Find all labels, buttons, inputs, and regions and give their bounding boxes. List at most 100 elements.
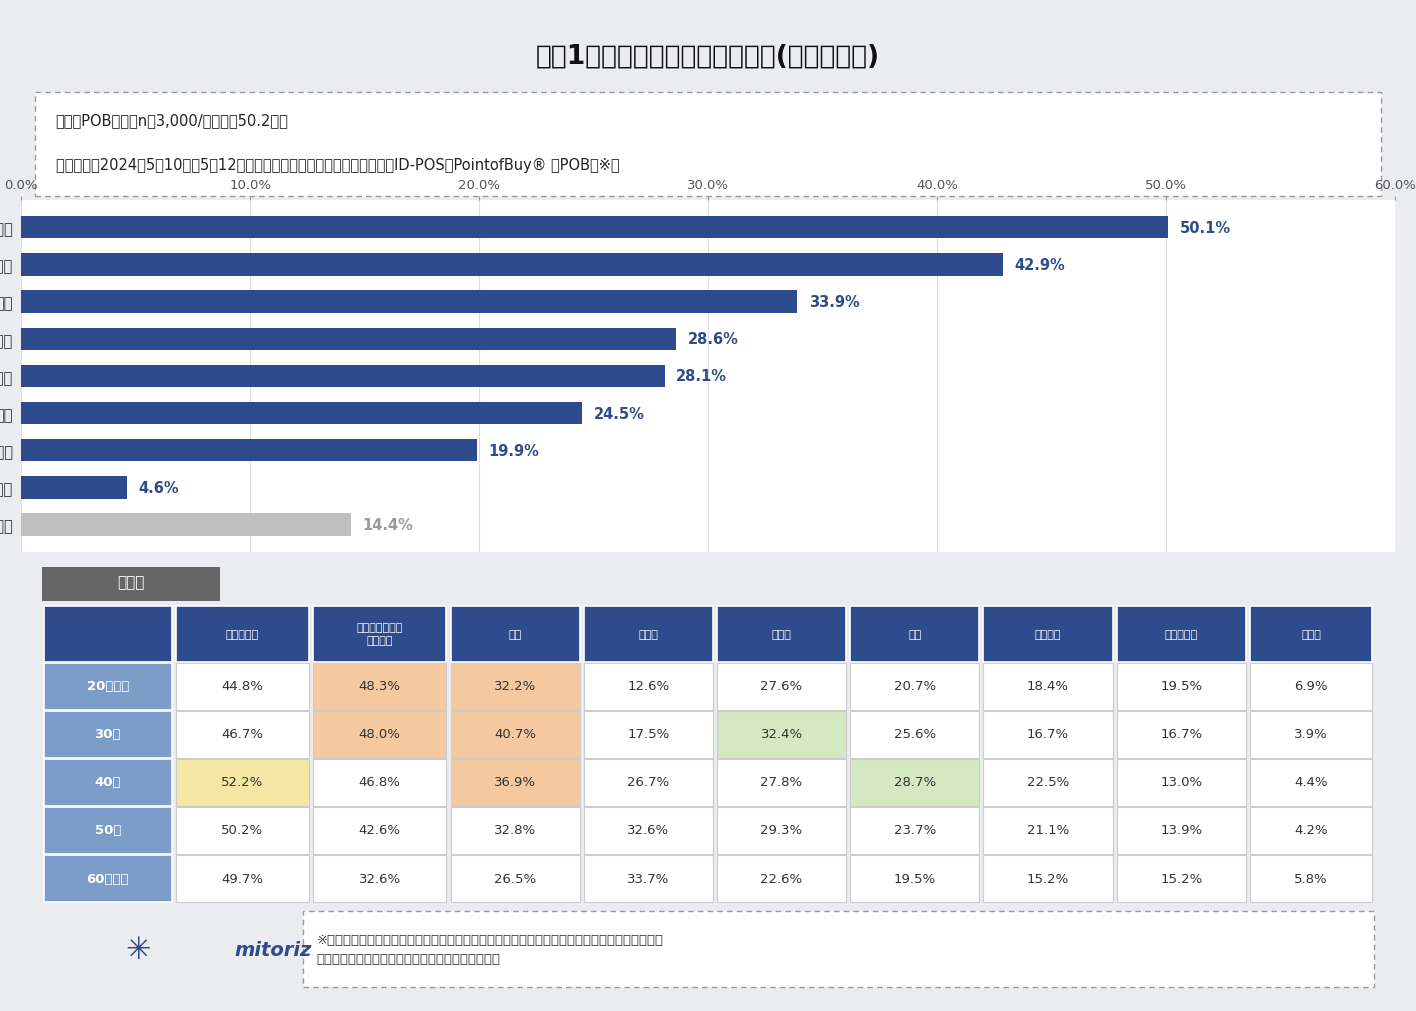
Bar bbox=[583, 663, 712, 710]
Bar bbox=[21, 514, 351, 536]
Bar bbox=[850, 855, 980, 902]
Bar bbox=[716, 607, 847, 662]
Text: 23.7%: 23.7% bbox=[893, 824, 936, 837]
Text: 4.4%: 4.4% bbox=[1294, 775, 1328, 789]
Bar bbox=[583, 607, 712, 662]
Text: その他: その他 bbox=[1301, 629, 1321, 639]
Text: 年代別: 年代別 bbox=[118, 575, 144, 589]
Bar bbox=[176, 808, 309, 854]
Text: 19.9%: 19.9% bbox=[489, 443, 539, 458]
Bar bbox=[583, 808, 712, 854]
Bar bbox=[450, 808, 579, 854]
Text: 50代: 50代 bbox=[95, 824, 120, 837]
Text: 3.9%: 3.9% bbox=[1294, 728, 1328, 741]
Bar bbox=[984, 759, 1113, 806]
Bar bbox=[21, 402, 582, 425]
Text: 29.3%: 29.3% bbox=[760, 824, 803, 837]
Text: 50.1%: 50.1% bbox=[1180, 220, 1231, 236]
Text: 19.5%: 19.5% bbox=[893, 871, 936, 885]
Bar bbox=[1117, 712, 1246, 758]
Bar bbox=[176, 607, 309, 662]
Text: 17.5%: 17.5% bbox=[627, 728, 670, 741]
Text: 21.1%: 21.1% bbox=[1027, 824, 1069, 837]
Text: 28.6%: 28.6% bbox=[687, 332, 738, 347]
Bar bbox=[984, 607, 1113, 662]
Bar bbox=[984, 855, 1113, 902]
Bar bbox=[313, 607, 446, 662]
Text: 18.4%: 18.4% bbox=[1027, 679, 1069, 693]
FancyBboxPatch shape bbox=[303, 911, 1374, 988]
Text: 42.6%: 42.6% bbox=[358, 824, 401, 837]
Text: 27.6%: 27.6% bbox=[760, 679, 803, 693]
Bar bbox=[450, 712, 579, 758]
Bar bbox=[850, 808, 980, 854]
FancyBboxPatch shape bbox=[35, 93, 1381, 196]
Text: 33.9%: 33.9% bbox=[809, 295, 860, 309]
Bar bbox=[984, 712, 1113, 758]
Bar bbox=[450, 663, 579, 710]
Bar bbox=[1250, 759, 1372, 806]
Bar bbox=[176, 855, 309, 902]
Text: 図表1）　口内環境に関する悩み(複数回答式): 図表1） 口内環境に関する悩み(複数回答式) bbox=[535, 44, 881, 70]
Bar bbox=[21, 477, 126, 499]
Bar bbox=[1117, 607, 1246, 662]
Bar bbox=[21, 254, 1004, 276]
Bar bbox=[21, 365, 664, 387]
Bar bbox=[984, 663, 1113, 710]
Text: 26.7%: 26.7% bbox=[627, 775, 670, 789]
Text: 25.6%: 25.6% bbox=[893, 728, 936, 741]
Bar bbox=[313, 808, 446, 854]
Bar bbox=[44, 808, 171, 854]
Bar bbox=[21, 329, 675, 351]
Text: 歯並び: 歯並び bbox=[772, 629, 792, 639]
Text: 15.2%: 15.2% bbox=[1160, 871, 1202, 885]
Bar bbox=[1117, 663, 1246, 710]
Text: 調査期間：2024年5月10日〜5月12日　インターネットリサーチマルチプルID-POS「PointofBuy® （POB）※」: 調査期間：2024年5月10日〜5月12日 インターネットリサーチマルチプルID… bbox=[55, 158, 619, 173]
Text: 26.5%: 26.5% bbox=[494, 871, 537, 885]
Bar bbox=[583, 855, 712, 902]
Text: 15.2%: 15.2% bbox=[1027, 871, 1069, 885]
Text: 22.5%: 22.5% bbox=[1027, 775, 1069, 789]
Bar bbox=[583, 759, 712, 806]
Text: 50.2%: 50.2% bbox=[221, 824, 263, 837]
Bar bbox=[850, 663, 980, 710]
Text: 33.7%: 33.7% bbox=[627, 871, 670, 885]
Text: 32.4%: 32.4% bbox=[760, 728, 803, 741]
Text: 60代以上: 60代以上 bbox=[86, 871, 129, 885]
Bar bbox=[716, 663, 847, 710]
Text: 13.9%: 13.9% bbox=[1160, 824, 1202, 837]
Bar bbox=[313, 855, 446, 902]
Bar bbox=[850, 607, 980, 662]
Bar bbox=[21, 216, 1168, 240]
Text: 4.2%: 4.2% bbox=[1294, 824, 1328, 837]
Text: 歯の黄ばみや、
歯茎の色: 歯の黄ばみや、 歯茎の色 bbox=[357, 623, 404, 645]
Text: 40.7%: 40.7% bbox=[494, 728, 537, 741]
Text: 46.7%: 46.7% bbox=[221, 728, 263, 741]
Bar bbox=[313, 663, 446, 710]
Bar bbox=[984, 808, 1113, 854]
Text: 30代: 30代 bbox=[95, 728, 120, 741]
Bar bbox=[44, 712, 171, 758]
Bar bbox=[313, 712, 446, 758]
Text: 16.7%: 16.7% bbox=[1160, 728, 1202, 741]
Text: 6.9%: 6.9% bbox=[1294, 679, 1328, 693]
Bar bbox=[1117, 808, 1246, 854]
Bar bbox=[44, 663, 171, 710]
Bar bbox=[716, 712, 847, 758]
Bar bbox=[1117, 855, 1246, 902]
Text: 歯石や歯垢: 歯石や歯垢 bbox=[225, 629, 259, 639]
Text: 口臭: 口臭 bbox=[508, 629, 521, 639]
Bar bbox=[1250, 712, 1372, 758]
Text: 36.9%: 36.9% bbox=[494, 775, 537, 789]
Text: 32.2%: 32.2% bbox=[494, 679, 537, 693]
Bar bbox=[44, 855, 171, 902]
Text: 24.5%: 24.5% bbox=[593, 406, 644, 422]
Text: 20代以下: 20代以下 bbox=[86, 679, 129, 693]
Bar bbox=[176, 663, 309, 710]
Text: 32.6%: 32.6% bbox=[358, 871, 401, 885]
Bar bbox=[1250, 855, 1372, 902]
Text: 28.7%: 28.7% bbox=[893, 775, 936, 789]
Text: mitoriz: mitoriz bbox=[234, 940, 312, 958]
Text: 12.6%: 12.6% bbox=[627, 679, 670, 693]
Text: 知覚過敏: 知覚過敏 bbox=[1035, 629, 1061, 639]
